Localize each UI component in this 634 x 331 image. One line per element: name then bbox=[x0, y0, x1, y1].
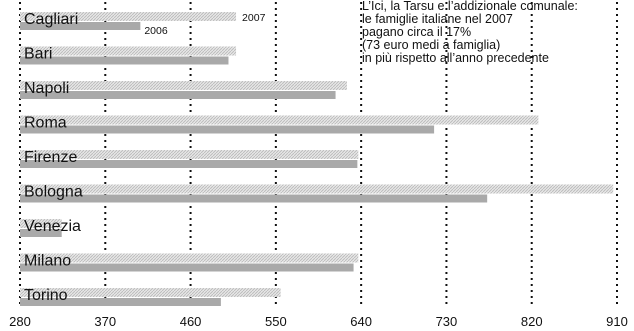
category-label: Torino bbox=[24, 287, 68, 304]
series-label-2007: 2007 bbox=[242, 12, 266, 24]
category-label: Milano bbox=[24, 253, 71, 270]
bar-2006 bbox=[20, 125, 435, 134]
bar-2007 bbox=[20, 253, 359, 263]
bar-2006 bbox=[20, 160, 358, 168]
bar-2007 bbox=[20, 288, 281, 297]
bar-2007 bbox=[20, 81, 347, 90]
category-label: Napoli bbox=[24, 80, 69, 97]
category-label: Cagliari bbox=[24, 11, 78, 28]
bar-2006 bbox=[20, 91, 336, 99]
bar-2007 bbox=[20, 219, 62, 228]
x-tick-label: 640 bbox=[350, 314, 372, 329]
bar-2006 bbox=[20, 298, 221, 306]
bar-2006 bbox=[20, 22, 141, 30]
bar-2007 bbox=[20, 115, 539, 125]
category-label: Firenze bbox=[24, 149, 77, 166]
bar-2006 bbox=[20, 56, 229, 65]
x-tick-label: 460 bbox=[180, 314, 202, 329]
bar-2007 bbox=[20, 150, 359, 159]
x-tick-label: 730 bbox=[436, 314, 458, 329]
category-label: Venezia bbox=[24, 218, 81, 235]
bar-2007 bbox=[20, 184, 614, 194]
x-tick-label: 910 bbox=[606, 314, 628, 329]
bar-2006 bbox=[20, 263, 354, 272]
x-tick-label: 280 bbox=[9, 314, 31, 329]
x-tick-label: 370 bbox=[94, 314, 116, 329]
category-label: Bologna bbox=[24, 184, 83, 201]
category-label: Bari bbox=[24, 46, 52, 63]
x-tick-label: 550 bbox=[265, 314, 287, 329]
bar-2007 bbox=[20, 12, 237, 21]
category-label: Roma bbox=[24, 115, 67, 132]
series-label-2006: 2006 bbox=[144, 25, 168, 37]
bar-2006 bbox=[20, 229, 62, 237]
bar-2006 bbox=[20, 194, 488, 203]
bar-2007 bbox=[20, 46, 237, 56]
chart-annotation: L’Ici, la Tarsu e l’addizionale comunale… bbox=[362, 0, 578, 65]
x-tick-label: 820 bbox=[521, 314, 543, 329]
